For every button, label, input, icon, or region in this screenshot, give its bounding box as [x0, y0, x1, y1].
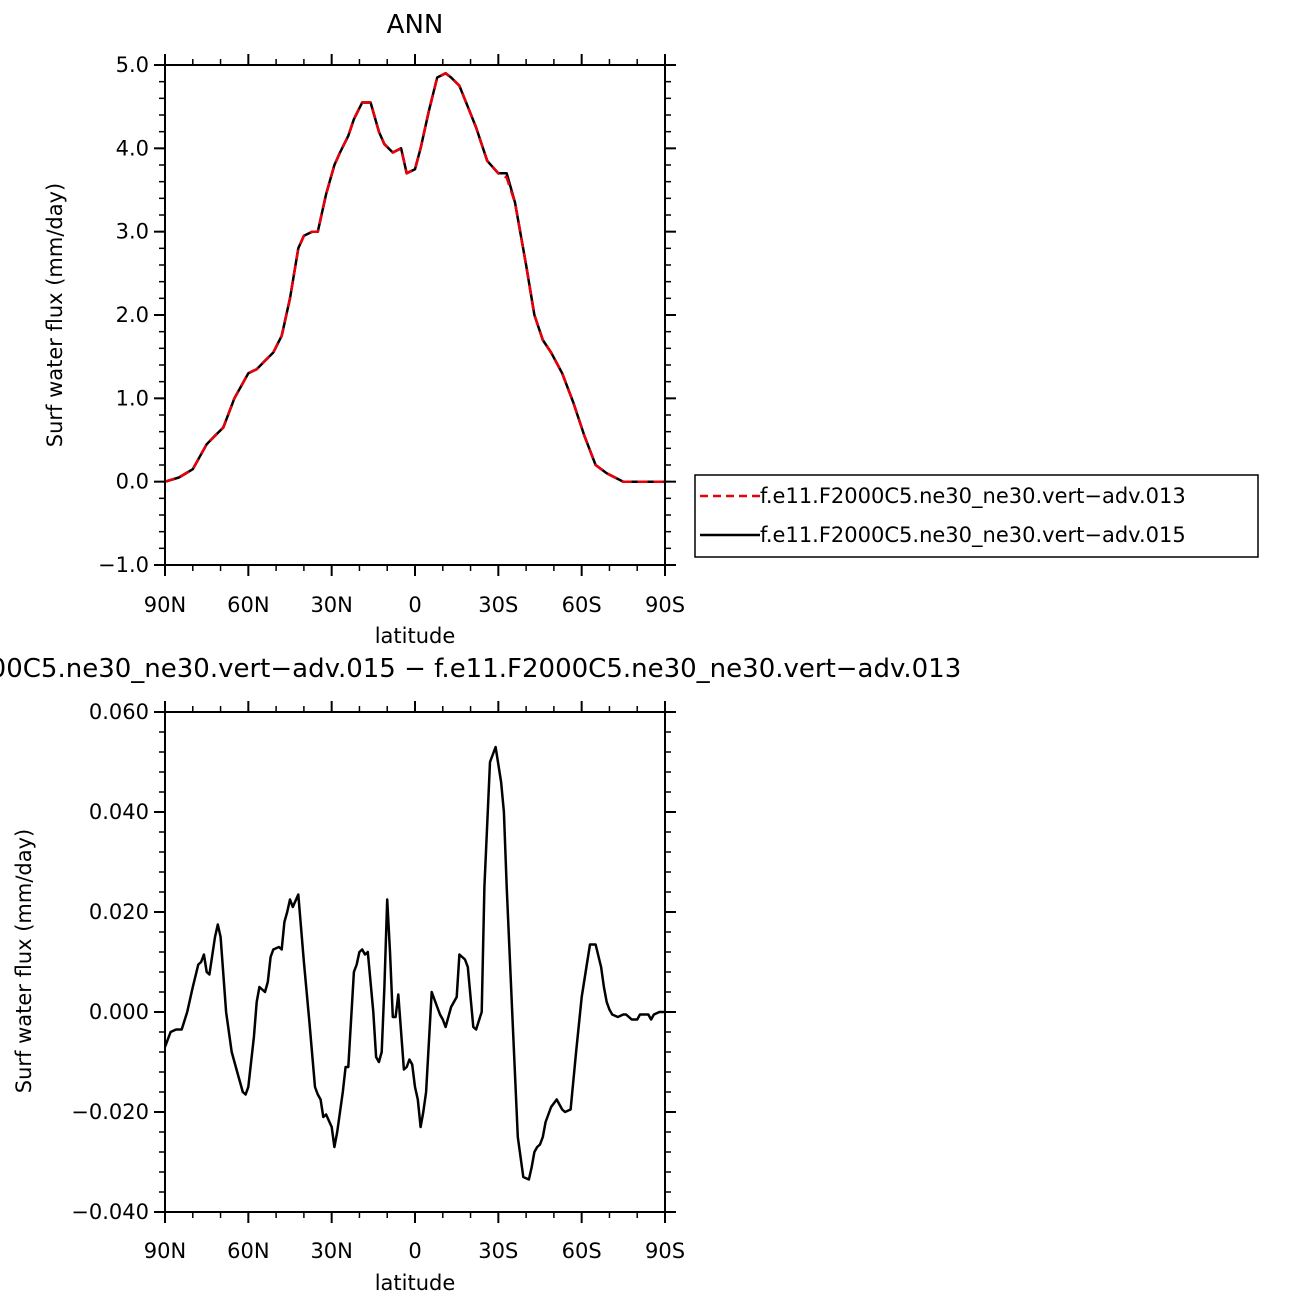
legend-label-013: f.e11.F2000C5.ne30_ne30.vert−adv.013	[760, 484, 1186, 509]
top-ytick-label: 2.0	[116, 303, 149, 327]
bottom-xtick-label: 0	[408, 1239, 421, 1263]
bottom-panel: f.e11.F2000C5.ne30_ne30.vert−adv.015 − f…	[0, 654, 961, 1295]
bottom-ytick-label: 0.020	[89, 900, 149, 924]
bottom-xtick-label: 30N	[310, 1239, 352, 1263]
bottom-panel-ticks: 90N 60N 30N 0 30S 60S 90S −0.040 −0.020 0.000 0.02…	[71, 700, 685, 1263]
top-series-line-0	[164, 72, 665, 483]
top-panel-title: ANN	[387, 10, 444, 40]
top-xtick-label: 90N	[144, 593, 186, 617]
top-xtick-label: 60S	[562, 593, 602, 617]
top-ytick-label: 5.0	[116, 53, 149, 77]
top-series-line-0-overlay	[164, 72, 665, 483]
bottom-ytick-label: 0.060	[89, 700, 149, 724]
top-xtick-label: 0	[408, 593, 421, 617]
top-xtick-label: 30N	[310, 593, 352, 617]
bottom-series-line-0	[163, 745, 665, 1181]
top-ytick-label: 4.0	[116, 136, 149, 160]
bottom-panel-lines	[163, 745, 665, 1181]
bottom-ytick-label: 0.040	[89, 800, 149, 824]
bottom-ytick-label: −0.040	[71, 1200, 149, 1224]
top-xtick-label: 30S	[478, 593, 518, 617]
legend-label-015: f.e11.F2000C5.ne30_ne30.vert−adv.015	[760, 523, 1186, 548]
top-panel-ylabel: Surf water flux (mm/day)	[43, 183, 67, 448]
bottom-xtick-label: 90S	[645, 1239, 685, 1263]
bottom-xtick-label: 90N	[144, 1239, 186, 1263]
top-xtick-label: 90S	[645, 593, 685, 617]
bottom-ytick-label: −0.020	[71, 1100, 149, 1124]
bottom-panel-frame	[164, 711, 666, 1213]
bottom-ytick-label: 0.000	[89, 1000, 149, 1024]
top-ytick-label: 1.0	[116, 386, 149, 410]
legend-box	[694, 474, 1259, 558]
bottom-xtick-label: 60N	[227, 1239, 269, 1263]
bottom-panel-xlabel: latitude	[375, 1271, 456, 1295]
top-ytick-label: −1.0	[98, 553, 149, 577]
top-series-line-1	[164, 72, 665, 483]
legend: f.e11.F2000C5.ne30_ne30.vert−adv.013 f.e…	[694, 474, 1259, 558]
bottom-panel-ylabel: Surf water flux (mm/day)	[12, 829, 36, 1094]
bottom-xtick-label: 30S	[478, 1239, 518, 1263]
top-panel-lines	[164, 72, 665, 483]
top-xtick-label: 60N	[227, 593, 269, 617]
top-panel-ticks: 90N 60N 30N 0 30S 60S 90S −1.0 0.0 1.0 2.0 3.0 4.0 5.…	[98, 53, 685, 617]
top-ytick-label: 3.0	[116, 220, 149, 244]
top-panel: ANN Surf water flux (mm/day) latitude 90…	[43, 10, 685, 648]
bottom-xtick-label: 60S	[562, 1239, 602, 1263]
top-ytick-label: 0.0	[116, 470, 149, 494]
top-panel-frame	[164, 64, 666, 566]
bottom-panel-title: f.e11.F2000C5.ne30_ne30.vert−adv.015 − f…	[0, 654, 961, 684]
top-panel-xlabel: latitude	[375, 624, 456, 648]
